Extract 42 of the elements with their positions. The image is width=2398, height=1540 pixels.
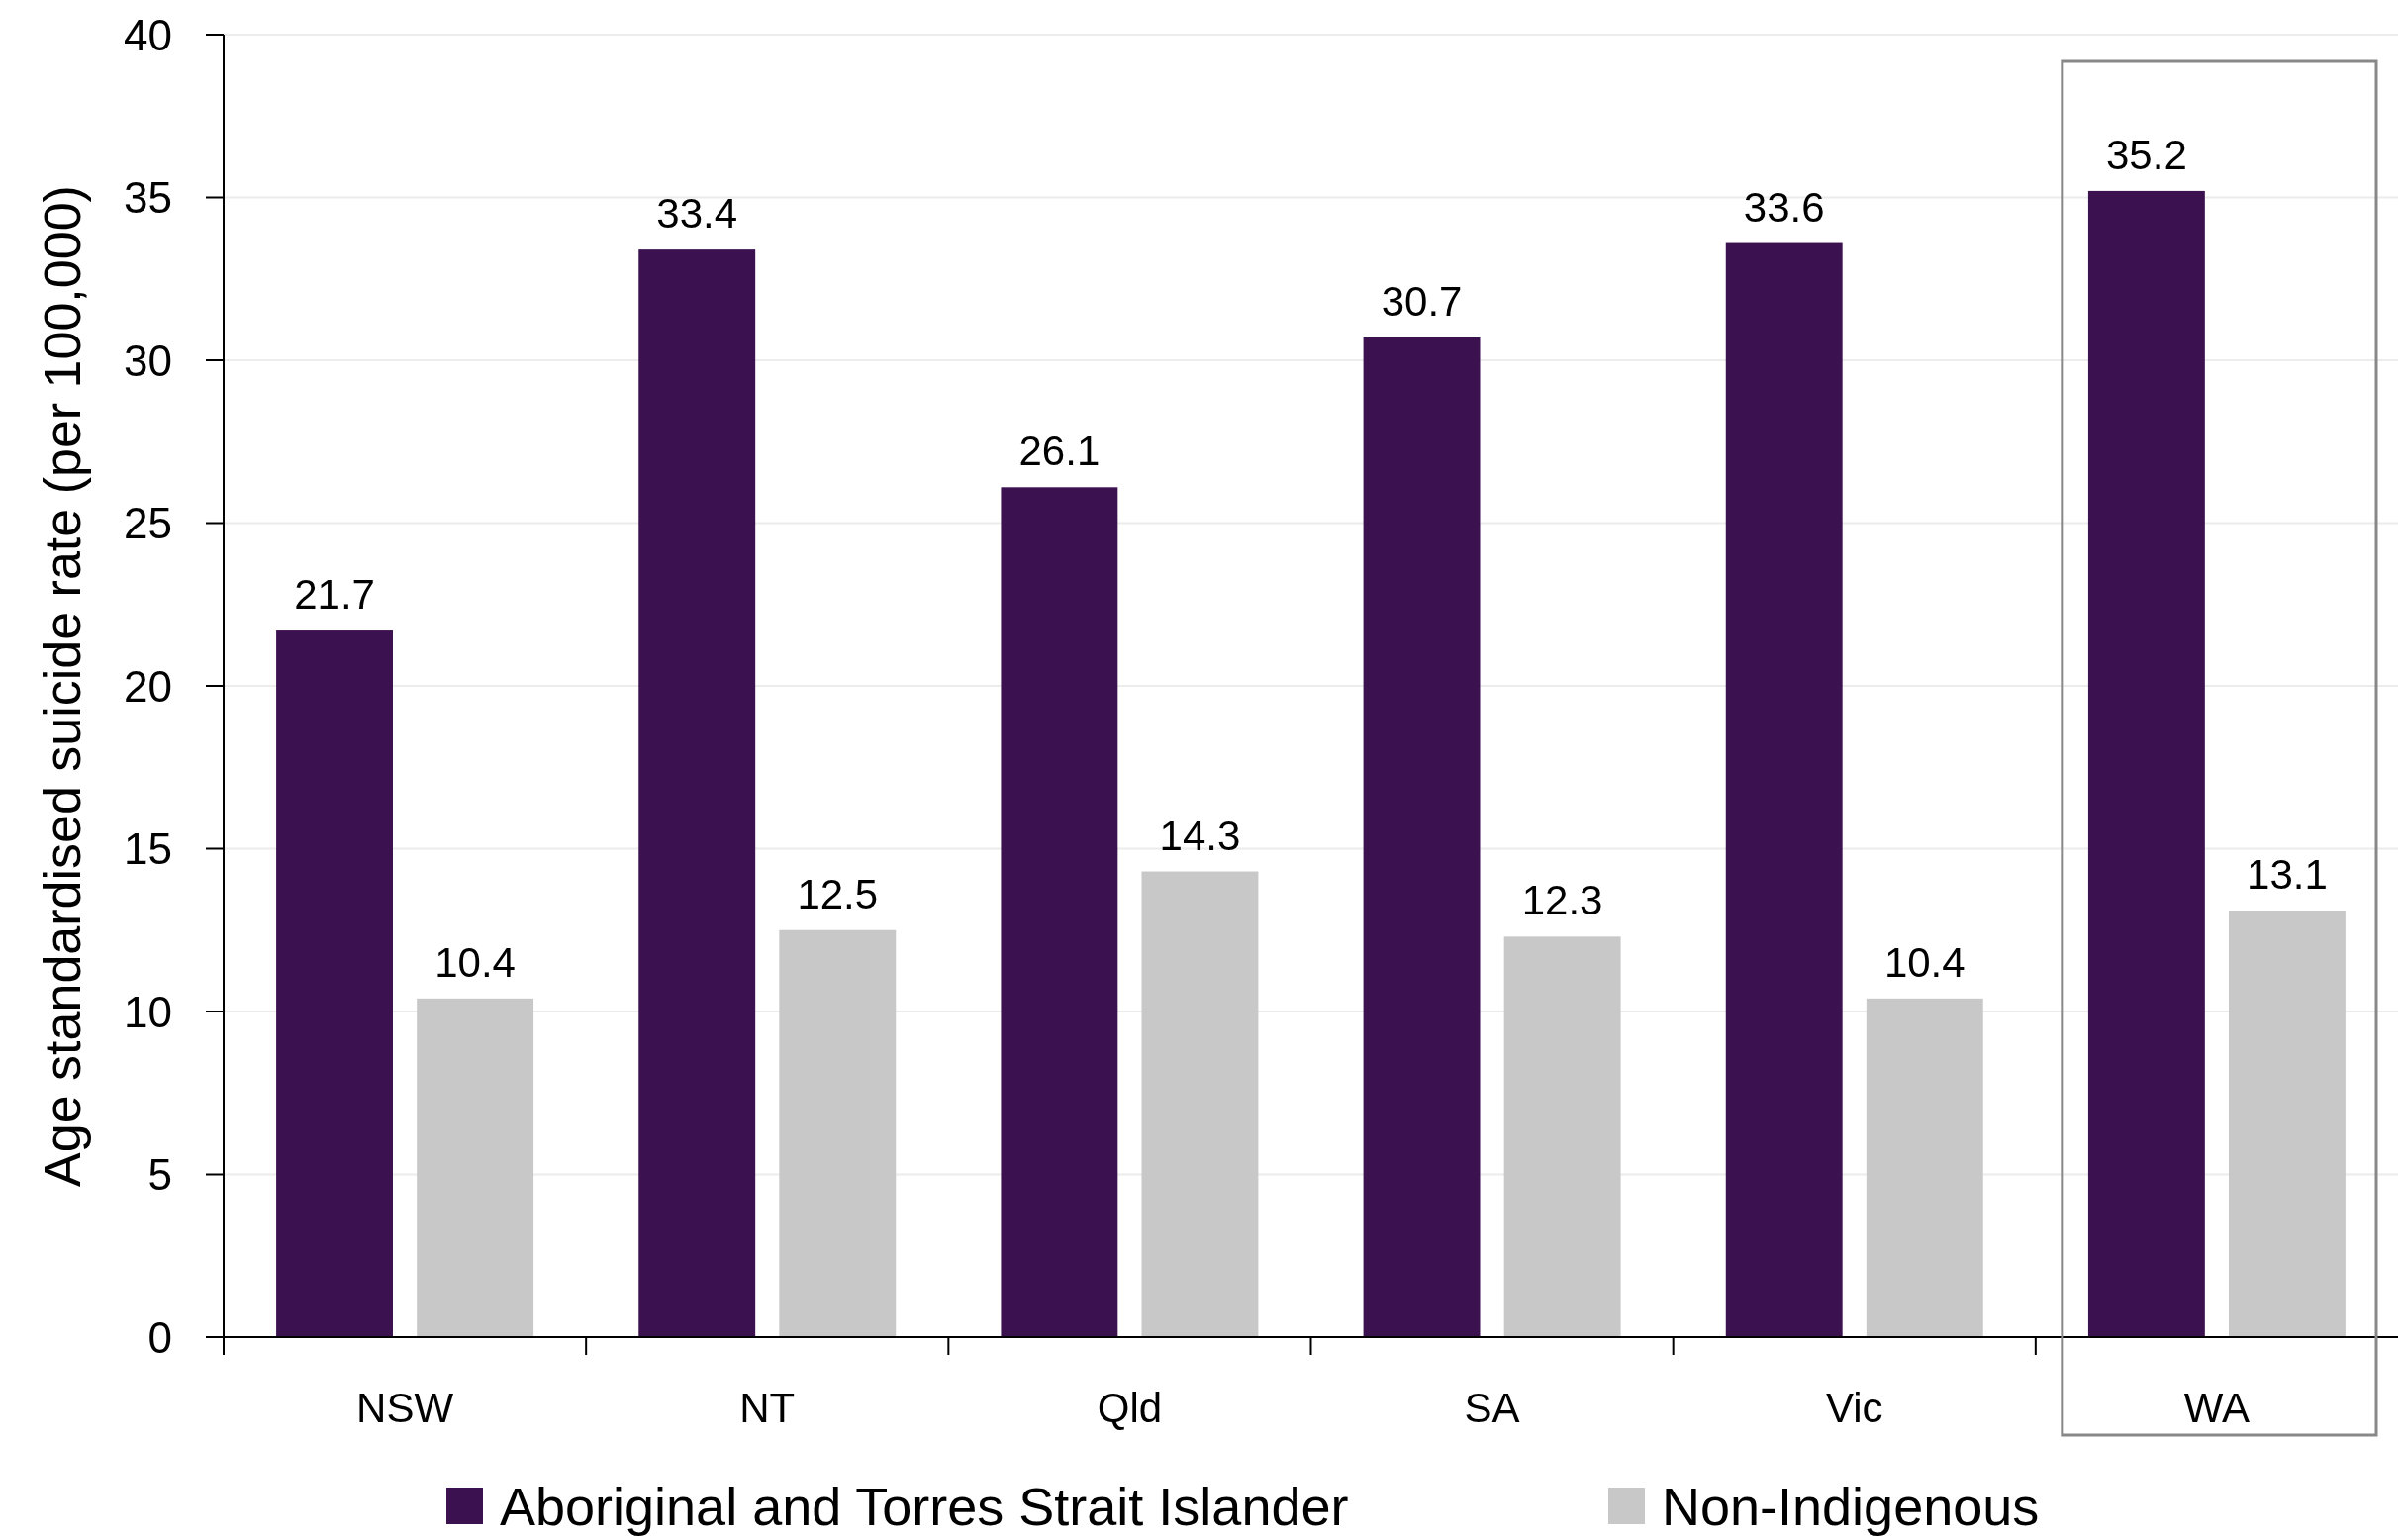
y-axis-title: Age standardised suicide rate (per 100,000) xyxy=(33,185,91,1187)
bar xyxy=(1001,487,1118,1337)
y-tick-label: 30 xyxy=(124,336,172,385)
y-tick-label: 20 xyxy=(124,661,172,711)
bar xyxy=(1725,242,1843,1337)
data-label: 10.4 xyxy=(434,938,516,986)
data-label: 26.1 xyxy=(1018,428,1101,475)
x-tick-label: SA xyxy=(1464,1385,1520,1431)
data-label: 13.1 xyxy=(2247,851,2328,899)
bar xyxy=(2087,190,2205,1337)
data-label: 21.7 xyxy=(294,571,375,619)
bar xyxy=(1503,936,1621,1337)
data-label: 12.3 xyxy=(1521,877,1603,924)
bar xyxy=(779,929,897,1337)
data-label: 10.4 xyxy=(1883,938,1966,986)
data-label: 30.7 xyxy=(1381,277,1463,325)
bar xyxy=(638,249,756,1337)
bar xyxy=(1141,871,1259,1337)
legend-label: Non-Indigenous xyxy=(1662,1477,2040,1537)
legend-label: Aboriginal and Torres Strait Islander xyxy=(500,1477,1349,1537)
x-tick-label: WA xyxy=(2183,1385,2250,1431)
y-tick-label: 5 xyxy=(147,1150,172,1200)
x-tick-label: NT xyxy=(739,1385,796,1431)
y-tick-label: 40 xyxy=(124,10,172,59)
bar xyxy=(2229,911,2346,1337)
data-label: 33.4 xyxy=(656,190,738,238)
y-tick-label: 35 xyxy=(124,173,172,223)
y-tick-label: 25 xyxy=(124,499,172,548)
x-tick-label: NSW xyxy=(356,1385,454,1431)
bar xyxy=(276,630,393,1337)
data-label: 14.3 xyxy=(1159,812,1241,859)
y-tick-label: 0 xyxy=(147,1312,172,1362)
x-tick-label: Qld xyxy=(1097,1385,1163,1431)
data-label: 33.6 xyxy=(1743,183,1825,231)
y-tick-label: 10 xyxy=(124,987,172,1036)
bar xyxy=(1866,998,1983,1337)
data-label: 35.2 xyxy=(2106,131,2187,178)
bar xyxy=(1363,337,1481,1337)
data-label: 12.5 xyxy=(797,870,879,917)
y-tick-label: 15 xyxy=(124,824,172,874)
x-tick-label: Vic xyxy=(1825,1385,1883,1431)
bar xyxy=(417,998,534,1337)
